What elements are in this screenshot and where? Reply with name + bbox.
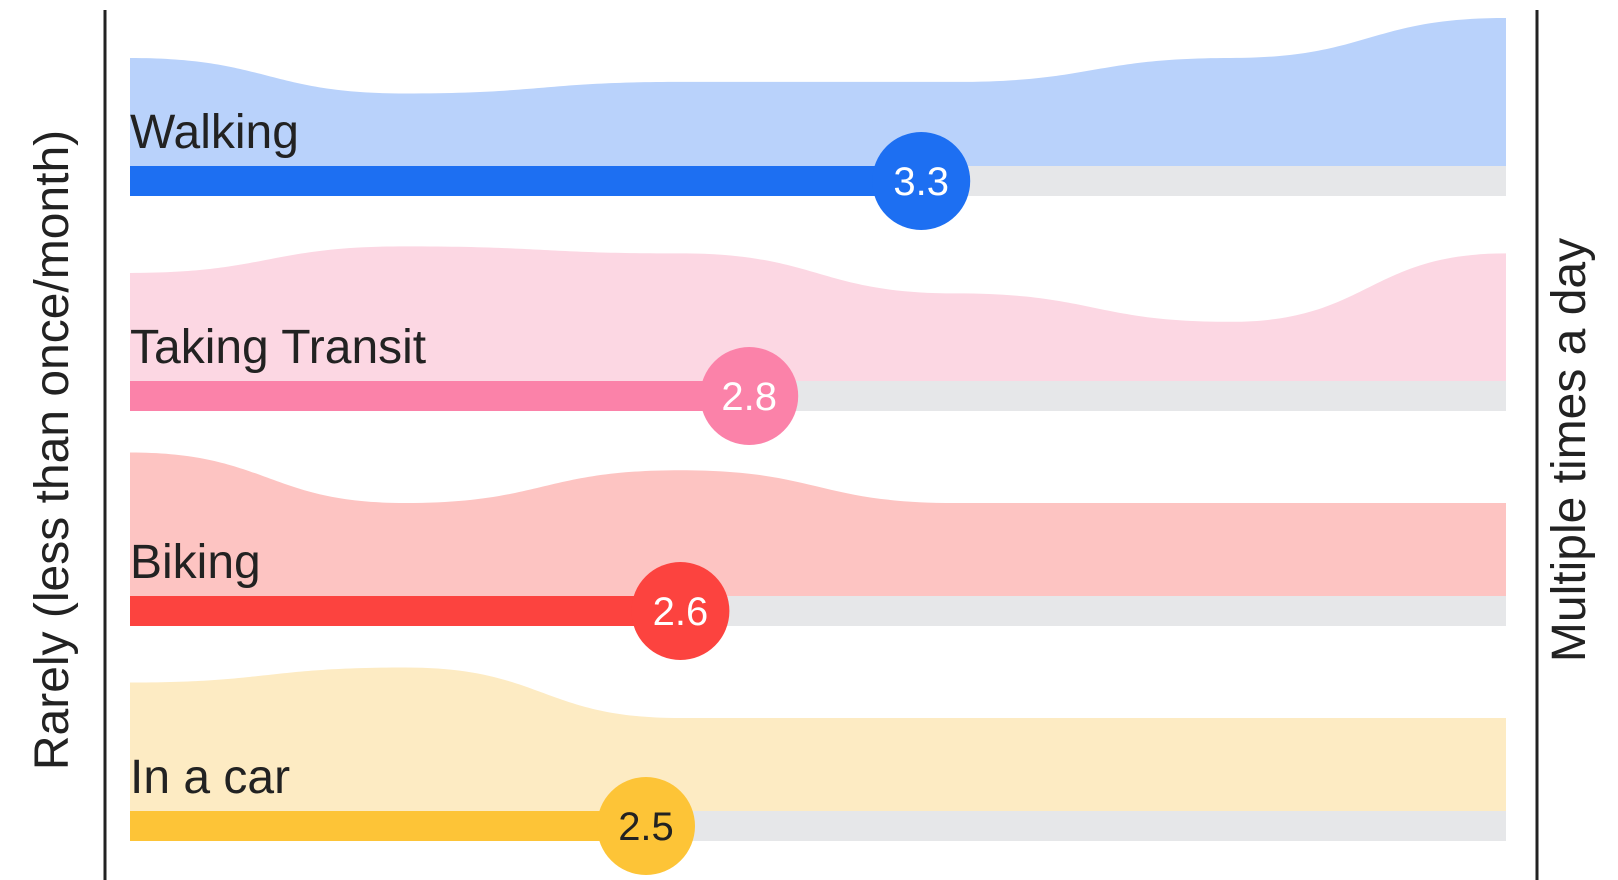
right-axis-label: Multiple times a day [1543,238,1596,662]
value-label-walking: 3.3 [893,160,949,204]
row-label-walking: Walking [130,106,299,159]
distribution-area-biking [130,452,1506,596]
distribution-area-walking [130,18,1506,166]
bar-taking-transit [130,381,750,411]
value-marker-biking [631,562,730,660]
row-walking: Walking 3.3 [130,18,1506,230]
rows-group: Walking 3.3 Taking Transit 2.8 Biking 2.6 In a… [130,18,1506,875]
bar-in-a-car [130,811,646,841]
row-label-taking-transit: Taking Transit [130,321,426,374]
value-label-taking-transit: 2.8 [721,375,777,419]
value-marker-walking [872,132,971,230]
value-label-in-a-car: 2.5 [618,805,674,849]
row-label-biking: Biking [130,536,261,589]
distribution-area-in-a-car [130,667,1506,811]
value-marker-in-a-car [597,777,695,875]
row-biking: Biking 2.6 [130,452,1506,660]
distribution-area-taking-transit [130,246,1506,381]
value-marker-taking-transit [700,347,799,445]
row-label-in-a-car: In a car [130,751,290,804]
bar-biking [130,596,681,626]
row-taking-transit: Taking Transit 2.8 [130,246,1506,445]
bar-walking [130,166,922,196]
row-in-a-car: In a car 2.5 [130,667,1506,875]
left-axis-label: Rarely (less than once/month) [26,130,79,770]
value-label-biking: 2.6 [653,590,709,634]
